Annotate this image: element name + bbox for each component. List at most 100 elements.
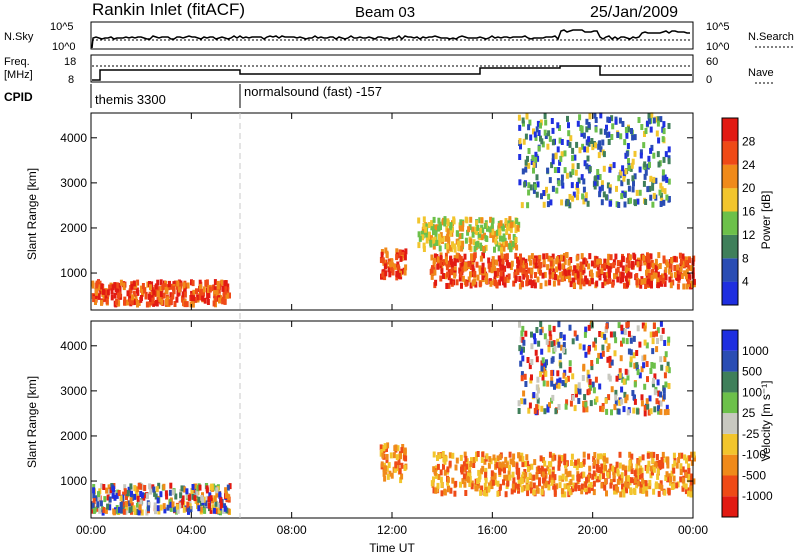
heatmap-cell bbox=[554, 153, 558, 160]
heatmap-cell bbox=[597, 453, 600, 460]
heatmap-cell bbox=[130, 299, 134, 306]
heatmap-cell bbox=[137, 509, 141, 516]
heatmap-cell bbox=[583, 486, 587, 493]
heatmap-cell bbox=[556, 122, 560, 129]
heatmap-cell bbox=[630, 162, 634, 169]
heatmap-cell bbox=[523, 373, 527, 380]
heatmap-cell bbox=[623, 139, 627, 146]
heatmap-cell bbox=[557, 382, 561, 389]
heatmap-cell bbox=[613, 331, 617, 338]
heatmap-cell bbox=[555, 382, 559, 389]
heatmap-cell bbox=[557, 321, 561, 328]
heatmap-cell bbox=[123, 299, 126, 306]
heatmap-cell bbox=[598, 331, 602, 337]
heatmap-cell bbox=[563, 491, 567, 498]
heatmap-cell bbox=[190, 295, 194, 301]
colorbar-tick-label: 4 bbox=[742, 275, 749, 289]
heatmap-cell bbox=[609, 254, 613, 261]
heatmap-cell bbox=[593, 452, 597, 458]
heatmap-cell bbox=[655, 346, 659, 353]
heatmap-cell bbox=[113, 494, 117, 501]
heatmap-cell bbox=[660, 484, 664, 491]
heatmap-cell bbox=[681, 261, 685, 267]
heatmap-cell bbox=[598, 191, 602, 198]
heatmap-cell bbox=[163, 283, 167, 290]
heatmap-cell bbox=[661, 169, 665, 176]
heatmap-cell bbox=[519, 348, 523, 355]
heatmap-cell bbox=[638, 473, 642, 480]
heatmap-cell bbox=[665, 176, 669, 183]
heatmap-cell bbox=[558, 125, 561, 131]
heatmap-cell bbox=[209, 495, 213, 502]
heatmap-cell bbox=[453, 490, 457, 497]
heatmap-cell bbox=[566, 139, 570, 146]
heatmap-cell bbox=[617, 175, 621, 182]
heatmap-cell bbox=[537, 130, 541, 136]
heatmap-cell bbox=[594, 175, 598, 182]
heatmap-cell bbox=[586, 146, 590, 153]
heatmap-cell bbox=[656, 468, 660, 475]
heatmap-cell bbox=[684, 256, 688, 263]
heatmap-cell bbox=[447, 486, 451, 493]
heatmap-cell bbox=[686, 278, 690, 285]
heatmap-cell bbox=[559, 362, 563, 369]
heatmap-cell bbox=[542, 253, 546, 260]
heatmap-cell bbox=[145, 493, 149, 500]
heatmap-cell bbox=[625, 257, 629, 264]
heatmap-cell bbox=[388, 470, 392, 477]
heatmap-cell bbox=[679, 266, 683, 273]
heatmap-cell bbox=[149, 284, 152, 291]
colorbar-tick-label: -1000 bbox=[742, 489, 773, 503]
heatmap-cell bbox=[470, 483, 474, 490]
heatmap-cell bbox=[549, 334, 553, 341]
heatmap-cell bbox=[518, 179, 522, 186]
heatmap-cell bbox=[651, 184, 655, 191]
heatmap-cell bbox=[652, 323, 656, 329]
heatmap-cell bbox=[595, 280, 599, 287]
heatmap-cell bbox=[633, 150, 637, 157]
heatmap-cell bbox=[471, 231, 475, 238]
heatmap-cell bbox=[420, 230, 424, 237]
heatmap-cell bbox=[643, 278, 647, 284]
heatmap-cell bbox=[641, 355, 645, 362]
heatmap-cell bbox=[542, 380, 546, 387]
heatmap-cell bbox=[596, 258, 600, 265]
heatmap-cell bbox=[213, 289, 217, 296]
heatmap-cell bbox=[679, 469, 683, 475]
heatmap-cell bbox=[548, 402, 551, 409]
heatmap-cell bbox=[507, 470, 511, 477]
heatmap-cell bbox=[596, 458, 600, 465]
heatmap-cell bbox=[493, 472, 497, 479]
heatmap-cell bbox=[178, 502, 182, 509]
heatmap-cell bbox=[649, 147, 653, 154]
heatmap-cell bbox=[518, 321, 521, 328]
heatmap-cell bbox=[647, 262, 651, 269]
heatmap-cell bbox=[650, 274, 654, 281]
heatmap-cell bbox=[122, 508, 126, 515]
heatmap-cell bbox=[539, 282, 543, 289]
heatmap-cell bbox=[512, 477, 516, 484]
heatmap-cell bbox=[546, 143, 550, 150]
heatmap-cell bbox=[597, 269, 601, 276]
heatmap-cell bbox=[667, 178, 671, 185]
heatmap-cell bbox=[584, 275, 588, 282]
heatmap-cell bbox=[463, 253, 467, 260]
heatmap-cell bbox=[527, 148, 531, 154]
heatmap-cell bbox=[594, 337, 597, 344]
heatmap-cell bbox=[557, 341, 561, 348]
heatmap-cell bbox=[495, 462, 499, 469]
heatmap-cell bbox=[497, 255, 501, 262]
heatmap-cell bbox=[394, 462, 398, 469]
heatmap-cell bbox=[614, 399, 618, 406]
heatmap-cell bbox=[395, 248, 399, 255]
heatmap-cell bbox=[474, 485, 478, 492]
heatmap-cell bbox=[558, 159, 562, 166]
heatmap-cell bbox=[444, 260, 448, 267]
heatmap-cell bbox=[630, 128, 633, 134]
heatmap-cell bbox=[505, 253, 509, 260]
heatmap-cell bbox=[444, 235, 448, 242]
heatmap-cell bbox=[422, 223, 426, 229]
beam-title: Beam 03 bbox=[355, 4, 415, 21]
heatmap-cell bbox=[599, 405, 603, 412]
heatmap-cell bbox=[455, 279, 459, 286]
